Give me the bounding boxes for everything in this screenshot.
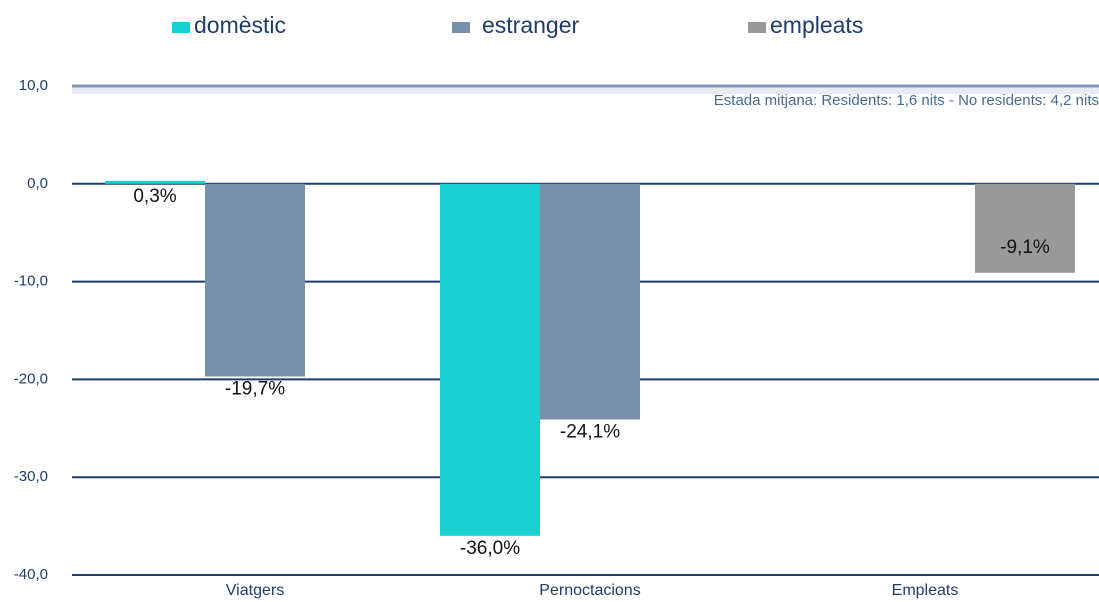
legend-swatch [172,22,190,33]
y-tick-label: 0,0 [27,175,48,192]
legend-label: estranger [482,12,580,38]
y-tick-label: -10,0 [14,273,48,290]
grid-shadow [72,86,1099,94]
y-tick-label: -40,0 [14,566,48,583]
value-label: -19,7% [225,378,285,399]
y-tick-label: -30,0 [14,468,48,485]
legend-swatch [748,22,766,33]
legend-label: empleats [770,12,863,38]
bar [205,183,305,377]
x-tick-label: Pernoctacions [539,582,640,599]
value-label: -9,1% [1000,237,1050,258]
bar [975,183,1075,273]
value-label: -24,1% [560,422,620,443]
legend-label: domèstic [194,12,286,38]
bar [440,183,540,536]
x-tick-label: Viatgers [226,582,284,599]
y-tick-label: 10,0 [19,77,48,94]
bar [540,183,640,420]
value-label: -36,0% [460,538,520,559]
annotation: Estada mitjana: Residents: 1,6 nits - No… [714,92,1099,109]
bar [105,180,205,184]
x-tick-label: Empleats [892,582,959,599]
legend-swatch [452,22,470,33]
y-tick-label: -20,0 [14,370,48,387]
value-label: 0,3% [133,186,176,207]
